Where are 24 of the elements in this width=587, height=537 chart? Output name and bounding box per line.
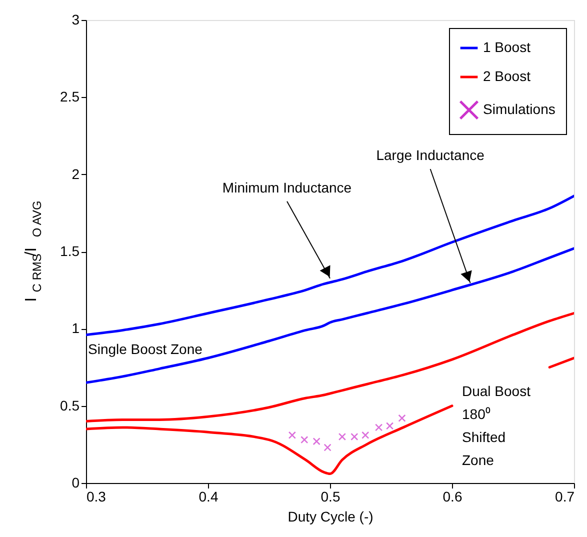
annotation: Single Boost Zone (88, 341, 203, 357)
x-axis-title: Duty Cycle (-) (288, 508, 374, 524)
y-tick-label: 3 (72, 12, 80, 28)
line-series (86, 312, 574, 423)
y-tick-label: 1.5 (60, 243, 80, 259)
y-tick-label: 0 (72, 474, 80, 490)
x-tick-label: 0.5 (320, 488, 340, 504)
y-axis-title: IC RMS/IO AVG (23, 200, 44, 302)
legend-label: 2 Boost (483, 68, 531, 84)
line-series (86, 194, 574, 336)
line-series (86, 247, 574, 384)
y-tick-label: 2.5 (60, 88, 80, 105)
y-tick-label: 2 (72, 166, 80, 182)
y-tick-label: 0.5 (60, 397, 80, 414)
legend-label: 1 Boost (483, 39, 531, 55)
x-tick-label: 0.4 (198, 488, 218, 504)
y-tick-label: 1 (72, 320, 80, 336)
annotation: Minimum Inductance (222, 179, 352, 196)
annotation: Dual Boost 180⁰ Shifted Zone (462, 383, 531, 468)
legend-label: Simulations (483, 101, 556, 117)
annotation: Large Inductance (376, 146, 485, 163)
x-tick-label: 0.7 (555, 488, 575, 504)
x-tick-label: 0.3 (86, 488, 106, 504)
x-tick-label: 0.6 (442, 488, 462, 504)
